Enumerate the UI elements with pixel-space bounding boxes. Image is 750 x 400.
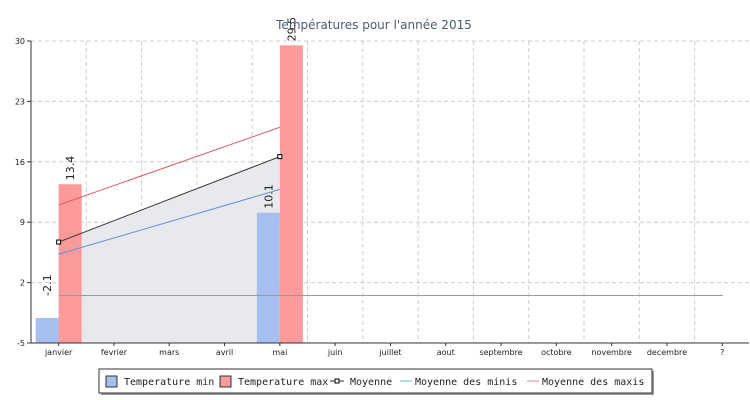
- average-line: [58, 156, 281, 243]
- average-marker: [277, 154, 283, 160]
- y-tick-label: 23: [15, 97, 25, 106]
- bar-temperature-max: [279, 45, 303, 344]
- grid: [31, 40, 749, 343]
- x-tick-label: mai: [272, 348, 287, 357]
- data-label-temperature-max: 13.4: [64, 156, 77, 181]
- data-label-temperature-min: 10.1: [262, 184, 275, 209]
- legend-marker: [334, 378, 340, 384]
- x-tick-label: septembre: [479, 348, 522, 357]
- data-label-temperature-min: -2.1: [41, 274, 54, 295]
- bar-temperature-max: [58, 184, 82, 343]
- legend: Temperature min Temperature max Moyenne Moy…: [98, 368, 654, 395]
- data-labels: -2.1 13.4 10.1 29.5: [41, 17, 298, 296]
- fill-areas: [58, 156, 280, 343]
- legend-box: [98, 368, 653, 394]
- y-tick-label: 2: [20, 279, 25, 288]
- legend-label: Moyenne des minis: [415, 377, 517, 388]
- bars: [35, 45, 303, 344]
- x-tick-label: mars: [159, 348, 179, 357]
- x-tick-label: juin: [327, 348, 343, 357]
- legend-swatch: [219, 375, 232, 388]
- legend-label: Moyenne des maxis: [542, 377, 644, 388]
- legend-label: Temperature min: [124, 377, 214, 388]
- x-tick-label: fevrier: [101, 348, 128, 357]
- legend-label: Moyenne: [350, 377, 392, 388]
- x-tick-label: juillet: [378, 348, 401, 357]
- y-tick-label: -5: [17, 339, 25, 348]
- axes: 30 23 16 9 2 -5 janvier fevrier mars avril mai juin…: [15, 37, 749, 357]
- lines: [56, 126, 723, 297]
- y-tick-label: 30: [15, 37, 25, 46]
- bar-temperature-min: [256, 212, 280, 343]
- x-tick-label: novembre: [591, 348, 632, 357]
- legend-label: Temperature max: [238, 377, 328, 388]
- x-tick-label: aout: [437, 348, 455, 357]
- average-area: [58, 156, 280, 343]
- x-tick-label: avril: [216, 348, 233, 357]
- x-tick-label: janvier: [44, 348, 73, 357]
- y-tick-label: 16: [15, 158, 25, 167]
- trend-line: [58, 126, 281, 206]
- y-tick-label: 9: [20, 218, 25, 227]
- x-tick-label: ?: [720, 348, 724, 357]
- bar-temperature-min: [35, 317, 59, 343]
- x-tick-label: decembre: [647, 348, 687, 357]
- trend-line: [58, 188, 280, 255]
- legend-swatch: [105, 375, 118, 388]
- chart-title: Températures pour l'année 2015: [275, 18, 472, 32]
- x-tick-label: octobre: [541, 348, 572, 357]
- average-marker: [56, 239, 62, 245]
- data-label-temperature-max: 29.5: [285, 17, 298, 42]
